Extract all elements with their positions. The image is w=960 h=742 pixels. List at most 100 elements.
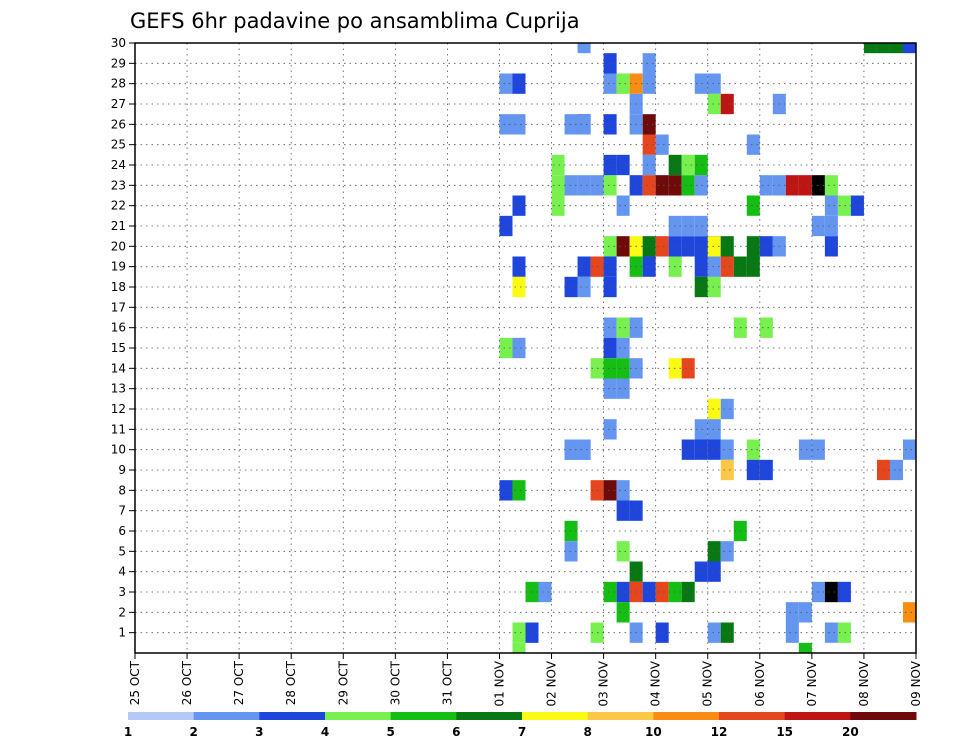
colorbar-swatch xyxy=(193,712,260,720)
colorbar-swatch xyxy=(259,712,326,720)
precip-cell xyxy=(642,154,656,176)
precip-cell xyxy=(603,276,617,298)
colorbar-label: 6 xyxy=(452,725,460,739)
precip-cell xyxy=(603,358,617,379)
precip-cell xyxy=(837,622,851,643)
precip-cell xyxy=(902,43,916,54)
precip-cell xyxy=(616,195,630,216)
precip-cell xyxy=(512,195,526,216)
precip-cell xyxy=(694,73,708,94)
precip-cell xyxy=(642,73,656,94)
precip-cell xyxy=(499,114,513,135)
precip-cell xyxy=(707,236,721,257)
precip-cell xyxy=(681,215,695,237)
precip-cell xyxy=(720,236,734,257)
precip-cell xyxy=(798,175,812,196)
precip-cell xyxy=(759,236,773,257)
precip-cell xyxy=(603,114,617,135)
colorbar-label: 5 xyxy=(386,725,394,739)
precip-cell xyxy=(759,175,773,196)
precip-cell xyxy=(551,154,565,176)
precip-cell xyxy=(785,622,799,643)
precip-cell xyxy=(681,581,695,603)
colorbar-label: 4 xyxy=(321,725,329,739)
x-tick-label: 07 NOV xyxy=(805,660,819,706)
precip-cell xyxy=(707,622,721,643)
precip-cell xyxy=(603,317,617,338)
precip-cell xyxy=(642,134,656,155)
colorbar-swatch xyxy=(784,712,851,720)
colorbar-label: 7 xyxy=(518,725,526,739)
precip-cell xyxy=(837,195,851,216)
y-tick-label: 7 xyxy=(118,504,126,518)
precip-cell xyxy=(603,236,617,257)
precip-cell xyxy=(694,561,708,582)
precip-cell xyxy=(681,154,695,176)
y-tick-label: 26 xyxy=(111,117,126,131)
x-tick-label: 03 NOV xyxy=(597,660,611,706)
colorbar-swatch xyxy=(587,712,654,720)
precip-cell xyxy=(577,175,591,196)
precip-cell xyxy=(824,581,838,603)
precip-cell xyxy=(707,256,721,277)
x-tick-label: 29 OCT xyxy=(336,660,350,705)
y-tick-label: 11 xyxy=(111,422,126,436)
precip-cell xyxy=(616,541,630,562)
precip-cell xyxy=(616,317,630,338)
chart-title: GEFS 6hr padavine po ansamblima Cuprija xyxy=(130,9,580,33)
y-tick-label: 23 xyxy=(111,178,126,192)
y-tick-label: 27 xyxy=(111,97,126,111)
y-tick-label: 30 xyxy=(111,36,126,50)
precip-cell xyxy=(564,175,578,196)
precip-cell xyxy=(551,175,565,196)
precip-cell xyxy=(746,195,760,216)
precip-cell xyxy=(616,581,630,603)
precip-cell xyxy=(694,439,708,460)
y-tick-label: 13 xyxy=(111,382,126,396)
precip-cell xyxy=(902,439,916,460)
precip-cell xyxy=(655,134,669,155)
precip-cell xyxy=(616,358,630,379)
precip-cell xyxy=(499,215,513,237)
precip-cell xyxy=(889,43,903,54)
y-tick-label: 22 xyxy=(111,199,126,213)
x-tick-label: 05 NOV xyxy=(701,660,715,706)
precip-cell xyxy=(681,439,695,460)
precip-cell xyxy=(694,236,708,257)
precip-cell xyxy=(694,276,708,298)
precip-cell xyxy=(564,520,578,542)
colorbar-label: 10 xyxy=(645,725,662,739)
colorbar-swatch xyxy=(522,712,589,720)
precip-cell xyxy=(824,236,838,257)
x-tick-label: 01 NOV xyxy=(492,660,506,706)
y-axis: 1234567891011121314151617181920212223242… xyxy=(111,36,135,640)
precip-cell xyxy=(707,419,721,440)
precip-cell xyxy=(655,581,669,603)
y-tick-label: 14 xyxy=(111,361,126,375)
precip-cell xyxy=(499,73,513,94)
precip-cell xyxy=(798,439,812,460)
precip-cell xyxy=(655,236,669,257)
precip-cell xyxy=(603,337,617,359)
y-tick-label: 1 xyxy=(118,626,126,640)
precip-cell xyxy=(720,398,734,420)
precip-cell xyxy=(538,581,552,603)
precip-cell xyxy=(746,439,760,460)
precip-cell xyxy=(512,114,526,135)
precip-cell xyxy=(603,419,617,440)
precip-cell xyxy=(577,276,591,298)
precip-cell xyxy=(707,276,721,298)
precip-cell xyxy=(746,134,760,155)
precip-cell xyxy=(824,622,838,643)
precip-cell xyxy=(720,256,734,277)
precip-cell xyxy=(798,642,812,653)
y-tick-label: 10 xyxy=(111,443,126,457)
colorbar-swatch xyxy=(325,712,392,720)
x-tick-label: 25 OCT xyxy=(128,660,142,705)
precip-cell xyxy=(785,602,799,623)
precip-cell xyxy=(694,215,708,237)
x-tick-label: 02 NOV xyxy=(545,660,559,706)
precip-cell xyxy=(642,236,656,257)
colorbar-label: 8 xyxy=(583,725,591,739)
precip-cell xyxy=(616,378,630,399)
